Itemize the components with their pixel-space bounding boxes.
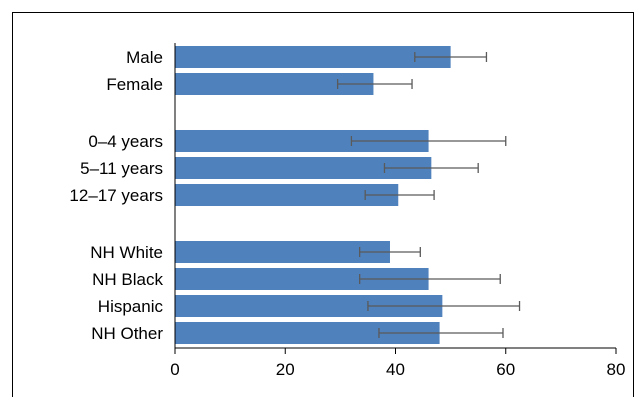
category-label-nh-white: NH White [90,243,163,262]
bar-nh-white [175,241,390,263]
bar-nh-other [175,322,440,344]
category-label-nh-other: NH Other [91,324,163,343]
bar-nh-black [175,268,429,290]
x-tick-label-0: 0 [170,360,179,379]
x-tick-label-40: 40 [386,360,405,379]
x-tick-label-20: 20 [276,360,295,379]
bar-5-11-years [175,157,432,179]
bar-0-4-years [175,130,429,152]
category-label-hispanic: Hispanic [98,297,164,316]
category-label-nh-black: NH Black [92,270,163,289]
bar-male [175,46,451,68]
bar-12-17-years [175,184,399,206]
category-label-5-11-years: 5–11 years [80,159,163,178]
x-tick-label-80: 80 [607,360,626,379]
category-label-0-4-years: 0–4 years [88,132,163,151]
category-label-12-17-years: 12–17 years [69,186,163,205]
bar-hispanic [175,295,443,317]
category-label-female: Female [106,75,163,94]
category-label-male: Male [126,48,163,67]
chart-area: 0 20 40 60 80 Male Female 0–4 years 5–11 years 12… [12,12,634,397]
bar-chart: 0 20 40 60 80 Male Female 0–4 years 5–11 years 12… [69,43,626,379]
x-tick-label-60: 60 [496,360,515,379]
bar-female [175,73,374,95]
